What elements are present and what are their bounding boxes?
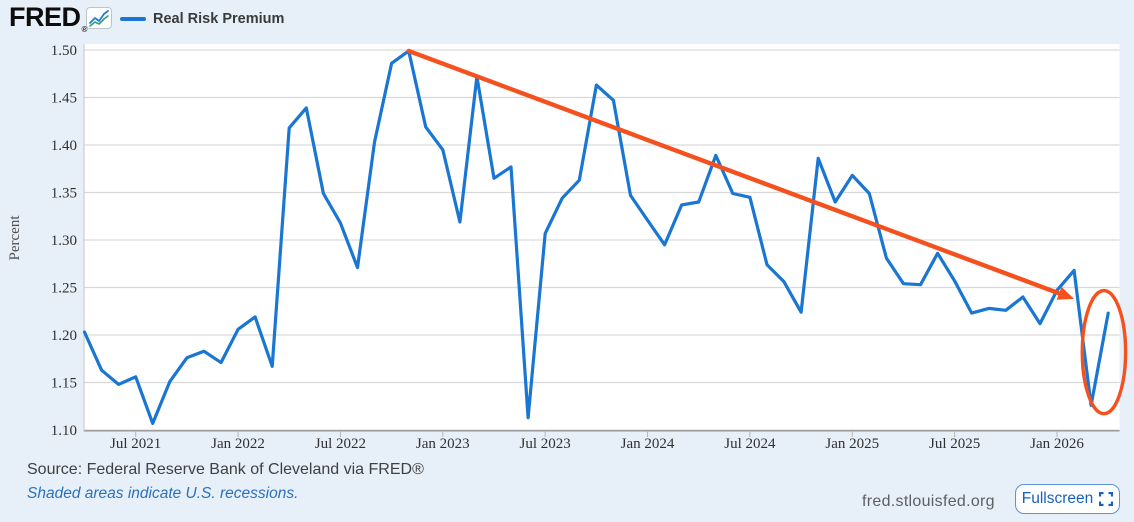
series-line[interactable] — [82, 49, 1110, 425]
recession-note: Shaded areas indicate U.S. recessions. — [27, 485, 299, 502]
fullscreen-button[interactable]: Fullscreen — [1015, 484, 1120, 514]
y-tick-label: 1.50 — [51, 43, 77, 59]
downward-trend-arrow — [406, 48, 1068, 298]
y-axis-title: Percent — [7, 215, 23, 261]
chart-legend[interactable]: Real Risk Premium — [120, 11, 284, 27]
x-tick-label: Jan 2026 — [1030, 436, 1084, 452]
y-tick-label: 1.45 — [51, 91, 77, 107]
registered-mark: ® — [81, 25, 88, 34]
fred-logo[interactable]: FRED® — [9, 4, 87, 43]
y-tick-label: 1.40 — [51, 138, 77, 154]
y-tick-label: 1.30 — [51, 233, 77, 249]
x-tick-label: Jul 2025 — [929, 436, 980, 452]
y-tick-label: 1.10 — [51, 423, 77, 439]
y-tick-label: 1.20 — [51, 328, 77, 344]
y-tick-label: 1.25 — [51, 281, 77, 297]
x-tick-label: Jan 2024 — [621, 436, 675, 452]
legend-label: Real Risk Premium — [153, 11, 285, 27]
x-tick-label: Jul 2024 — [724, 436, 776, 452]
recent-drop-highlight — [1080, 288, 1128, 416]
mini-sparkline-icon — [89, 10, 109, 27]
x-tick-label: Jan 2022 — [211, 436, 265, 452]
y-tick-label: 1.35 — [51, 186, 77, 202]
plot-area[interactable] — [84, 44, 1120, 432]
x-tick-label: Jan 2023 — [416, 436, 470, 452]
x-tick-label: Jan 2025 — [825, 436, 879, 452]
fred-logo-chart-icon — [86, 7, 112, 29]
source-text: Source: Federal Reserve Bank of Clevelan… — [27, 461, 424, 478]
fred-site-link[interactable]: fred.stlouisfed.org — [862, 493, 995, 510]
fullscreen-icon — [1099, 492, 1114, 506]
downward-trend-arrow-head — [1056, 286, 1075, 300]
fred-logo-text: FRED — [9, 2, 81, 32]
x-tick-label: Jul 2022 — [315, 436, 366, 452]
x-tick-label: Jul 2023 — [520, 436, 571, 452]
x-tick-label: Jul 2021 — [110, 436, 161, 452]
legend-line-swatch — [120, 17, 146, 21]
y-tick-label: 1.15 — [51, 376, 77, 392]
fullscreen-button-label: Fullscreen — [1021, 490, 1094, 507]
